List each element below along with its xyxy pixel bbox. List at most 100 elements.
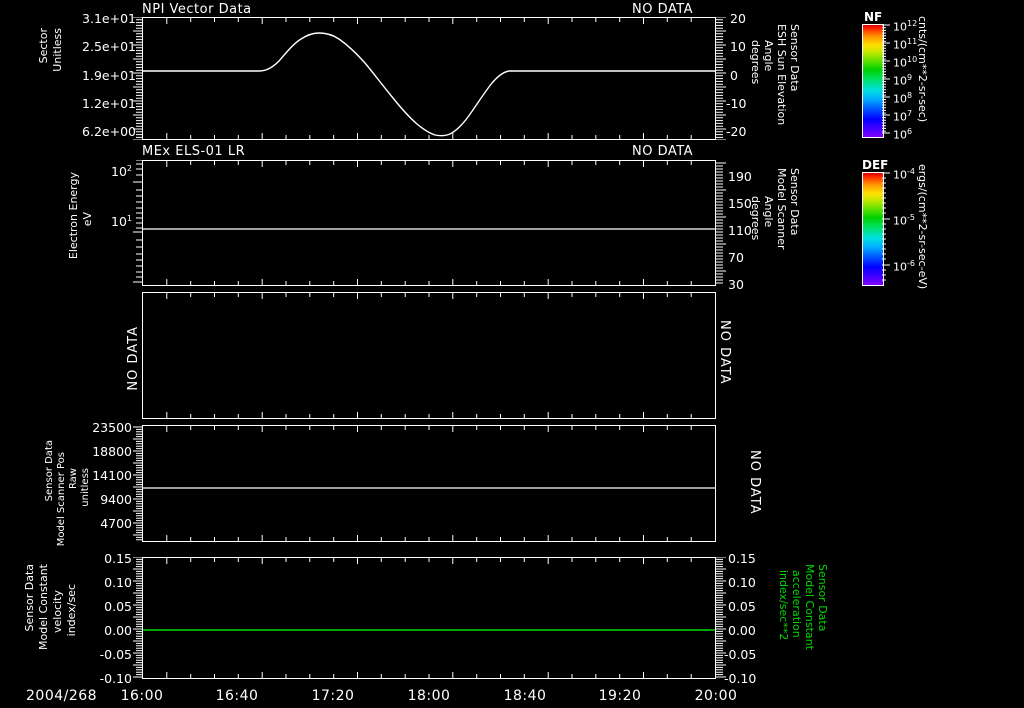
panel-mex-els-01-lr <box>142 160 716 286</box>
panel-5-left-axis-label-1: Model Constant <box>37 564 50 650</box>
panel-5-left-tick-1: 0.10 <box>104 575 132 590</box>
panel-4-right-no-data: NO DATA <box>747 450 762 515</box>
x-axis-tick-3: 18:00 <box>407 688 451 704</box>
panel-3-right-no-data: NO DATA <box>717 320 732 385</box>
colorbar-def-tick-0: 10-4 <box>893 167 915 182</box>
panel-4-plot <box>143 426 715 541</box>
panel-2-title-right: NO DATA <box>632 144 694 159</box>
panel-npi-vector-data <box>142 17 716 140</box>
panel-4-left-tick-3: 9400 <box>100 492 132 507</box>
panel-2-right-tick-1: 150 <box>728 196 752 211</box>
panel-1-title-left: NPI Vector Data <box>142 2 252 17</box>
panel-1-left-ticks <box>133 17 143 140</box>
panel-5-left-axis-label-2: velocity <box>51 590 64 633</box>
panel-1-title-right: NO DATA <box>632 2 694 17</box>
panel-1-left-tick-4: 6.2e+00 <box>82 124 136 139</box>
x-axis-date-label: 2004/268 <box>26 688 98 704</box>
panel-4-left-ticks <box>133 426 143 541</box>
colorbar-def-title: DEF <box>862 158 889 172</box>
colorbar-nf <box>862 24 884 138</box>
panel-2-right-axis-label-1: Model Scanner <box>775 168 788 250</box>
panel-1-right-axis-label-0: Sensor Data <box>788 24 801 92</box>
panel-1-right-tick-4: -20 <box>726 124 747 139</box>
panel-5-right-axis-label-0: Sensor Data <box>816 564 829 632</box>
panel-1-right-ticks <box>716 17 726 140</box>
panel-2-left-tick-1: 101 <box>111 214 132 230</box>
panel-2-right-tick-3: 70 <box>728 250 744 265</box>
panel-4-left-axis-label-1: Model Scanner Pos <box>56 452 67 547</box>
panel-4-left-axis-label-2: Raw <box>68 468 79 490</box>
colorbar-nf-ticks <box>882 24 890 134</box>
panel-1-right-axis-label-3: degrees <box>749 40 762 85</box>
panel-4-left-tick-2: 14100 <box>92 468 132 483</box>
panel-1-left-axis-label-line-1: Unitless <box>51 28 64 72</box>
colorbar-nf-tick-0: 1012 <box>893 19 918 34</box>
panel-5-right-tick-0: 0.15 <box>728 551 756 566</box>
x-axis-tick-0: 16:00 <box>120 688 164 704</box>
panel-model-scanner-pos <box>142 425 716 542</box>
panel-4-left-tick-1: 18800 <box>92 444 132 459</box>
colorbar-nf-tick-5: 107 <box>893 109 913 124</box>
panel-2-left-tick-0: 102 <box>111 164 132 180</box>
panel-1-right-tick-2: 0 <box>730 68 738 83</box>
x-axis-tick-2: 17:20 <box>311 688 355 704</box>
panel-2-right-axis-label-2: Angle <box>762 196 775 228</box>
x-axis-tick-5: 19:20 <box>598 688 642 704</box>
panel-model-constant-velocity <box>142 557 716 679</box>
panel-1-left-axis-label: Sector <box>37 28 50 64</box>
panel-2-right-axis-label-3: degrees <box>749 196 762 241</box>
panel-5-left-tick-2: 0.05 <box>104 599 132 614</box>
panel-empty-no-data <box>142 292 716 419</box>
x-axis-tick-4: 18:40 <box>503 688 547 704</box>
panel-1-right-axis-label-2: Angle <box>762 40 775 72</box>
colorbar-nf-tick-2: 1010 <box>893 55 918 70</box>
panel-5-left-axis-label-0: Sensor Data <box>23 564 36 632</box>
panel-1-left-axis-units: Unitless <box>51 28 64 72</box>
colorbar-def-tick-1: 10-5 <box>893 213 915 228</box>
colorbar-def <box>862 172 884 286</box>
panel-2-right-tick-4: 30 <box>728 277 744 292</box>
panel-4-left-axis-label-0: Sensor Data <box>44 440 55 502</box>
panel-1-right-axis-label-1: ESH Sun Elevation <box>775 24 788 126</box>
panel-2-right-ticks <box>716 162 726 284</box>
panel-5-right-tick-2: 0.05 <box>728 599 756 614</box>
panel-2-right-tick-0: 190 <box>728 169 752 184</box>
colorbar-nf-title: NF <box>864 10 883 24</box>
panel-2-left-axis-label-0: Electron Energy <box>67 172 80 260</box>
x-axis-tick-1: 16:40 <box>215 688 259 704</box>
colorbar-nf-tick-3: 109 <box>893 73 913 88</box>
esh-sun-elevation-curve <box>143 32 715 137</box>
panel-5-left-tick-4: -0.05 <box>99 647 132 662</box>
colorbar-nf-tick-1: 1011 <box>893 37 918 52</box>
panel-5-right-axis-label-2: acceleration <box>790 570 803 638</box>
panel-5-right-tick-5: -0.10 <box>724 671 757 686</box>
panel-5-right-axis-label-1: Model Constant <box>803 564 816 650</box>
panel-1-right-tick-3: -10 <box>726 96 747 111</box>
panel-5-left-axis-label-3: index/sec <box>65 584 78 637</box>
panel-1-left-tick-2: 1.9e+01 <box>82 68 136 83</box>
panel-5-left-tick-3: 0.00 <box>104 623 132 638</box>
panel-5-left-tick-5: -0.10 <box>99 671 132 686</box>
panel-4-left-tick-4: 4700 <box>100 516 132 531</box>
panel-2-left-ticks <box>133 160 143 283</box>
panel-1-right-tick-1: 10 <box>730 39 746 54</box>
panel-5-left-ticks <box>133 557 143 678</box>
panel-5-right-tick-4: -0.05 <box>724 647 757 662</box>
panel-2-right-tick-2: 110 <box>728 223 752 238</box>
panel-5-right-tick-3: 0.00 <box>728 623 756 638</box>
colorbar-nf-tick-6: 106 <box>893 127 913 142</box>
panel-5-right-ticks <box>716 557 726 678</box>
panel-2-title-left: MEx ELS-01 LR <box>142 144 246 159</box>
panel-1-left-tick-3: 1.2e+01 <box>82 96 136 111</box>
panel-1-left-axis-label-line-0: Sector <box>37 28 50 64</box>
panel-1-left-tick-1: 2.5e+01 <box>82 39 136 54</box>
colorbar-nf-unit-label: cnts/(cm**2-sr-sec) <box>916 16 929 123</box>
colorbar-def-ticks <box>882 172 890 281</box>
panel-2-right-axis-label-0: Sensor Data <box>788 168 801 236</box>
panel-3-plot <box>166 293 692 418</box>
panel-4-left-tick-0: 23500 <box>92 420 132 435</box>
colorbar-def-tick-2: 10-6 <box>893 259 915 274</box>
panel-5-right-axis-label-3: index/sec**2 <box>777 570 790 641</box>
panel-1-right-tick-0: 20 <box>730 11 746 26</box>
colorbar-def-unit-label: ergs/(cm**2-sr-sec-eV) <box>916 164 929 290</box>
